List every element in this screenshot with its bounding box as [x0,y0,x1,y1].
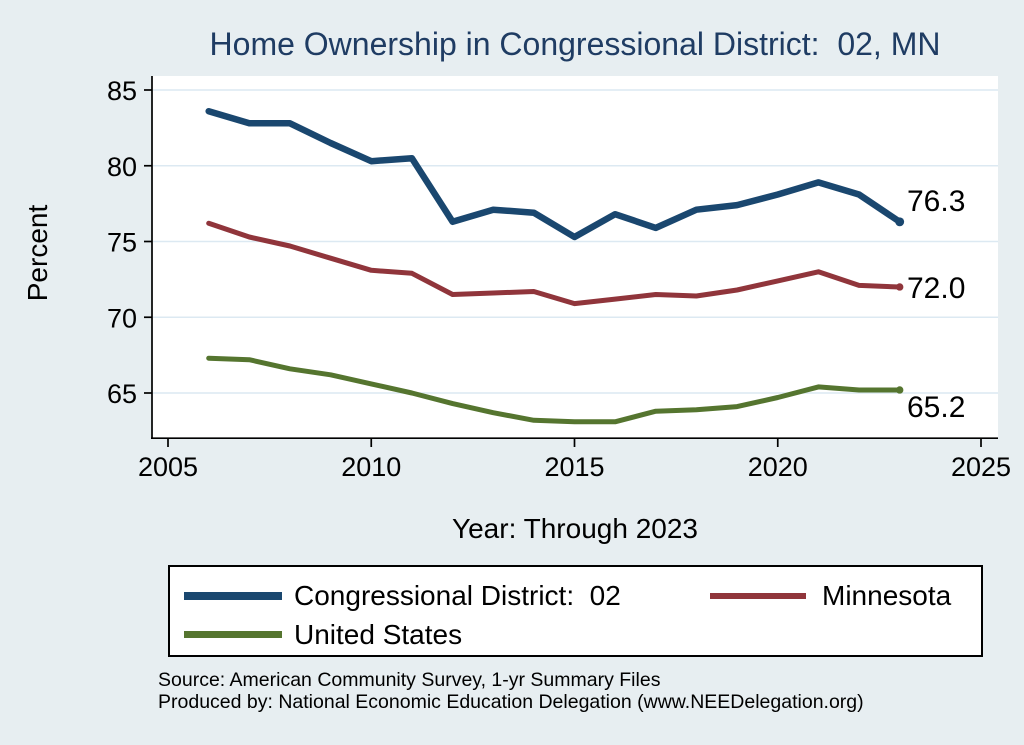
legend-label-congressional-district: Congressional District: 02 [294,580,621,611]
legend-swatch-congressional-district [184,592,282,600]
legend-swatch-united-states [184,631,282,638]
x-tick-label: 2015 [544,452,604,482]
y-tick-label: 75 [107,228,137,258]
y-axis-title: Percent [22,204,53,302]
series-end-dot-1 [896,283,904,291]
legend-label-minnesota: Minnesota [822,580,952,611]
series-line-1 [206,220,903,307]
plot-region: 85 80 75 70 65 2005 2010 2015 2020 2025 76.3 72.0 65… [107,76,1011,482]
source-block: Source: American Community Survey, 1-yr … [158,669,864,713]
x-tick-label: 2025 [951,452,1011,482]
y-tick-label: 85 [107,76,137,106]
legend: Congressional District: 02 Minnesota Uni… [168,565,983,657]
series-line-2 [206,355,903,425]
series-end-label-1: 72.0 [907,272,965,305]
y-tick-label: 70 [107,303,137,333]
line-chart-canvas: 85 80 75 70 65 2005 2010 2015 2020 2025 76.3 72.0 65… [107,76,1011,482]
x-tick-label: 2005 [138,452,198,482]
series-line-0 [205,107,903,241]
series-end-label-0: 76.3 [907,185,965,218]
page-title: Home Ownership in Congressional District… [209,26,941,62]
x-tick-label: 2010 [341,452,401,482]
x-axis-title: Year: Through 2023 [452,513,698,544]
legend-swatch-minnesota [710,593,806,599]
x-tick-label: 2020 [748,452,808,482]
y-tick-label: 65 [107,379,137,409]
produced-by-line: Produced by: National Economic Education… [158,691,864,713]
source-line: Source: American Community Survey, 1-yr … [158,669,661,691]
y-tick-label: 80 [107,152,137,182]
series-end-dot-0 [895,217,905,227]
legend-label-united-states: United States [294,619,463,650]
series-end-dot-2 [896,386,904,394]
plot-area [152,76,998,438]
series-end-label-2: 65.2 [907,391,965,424]
